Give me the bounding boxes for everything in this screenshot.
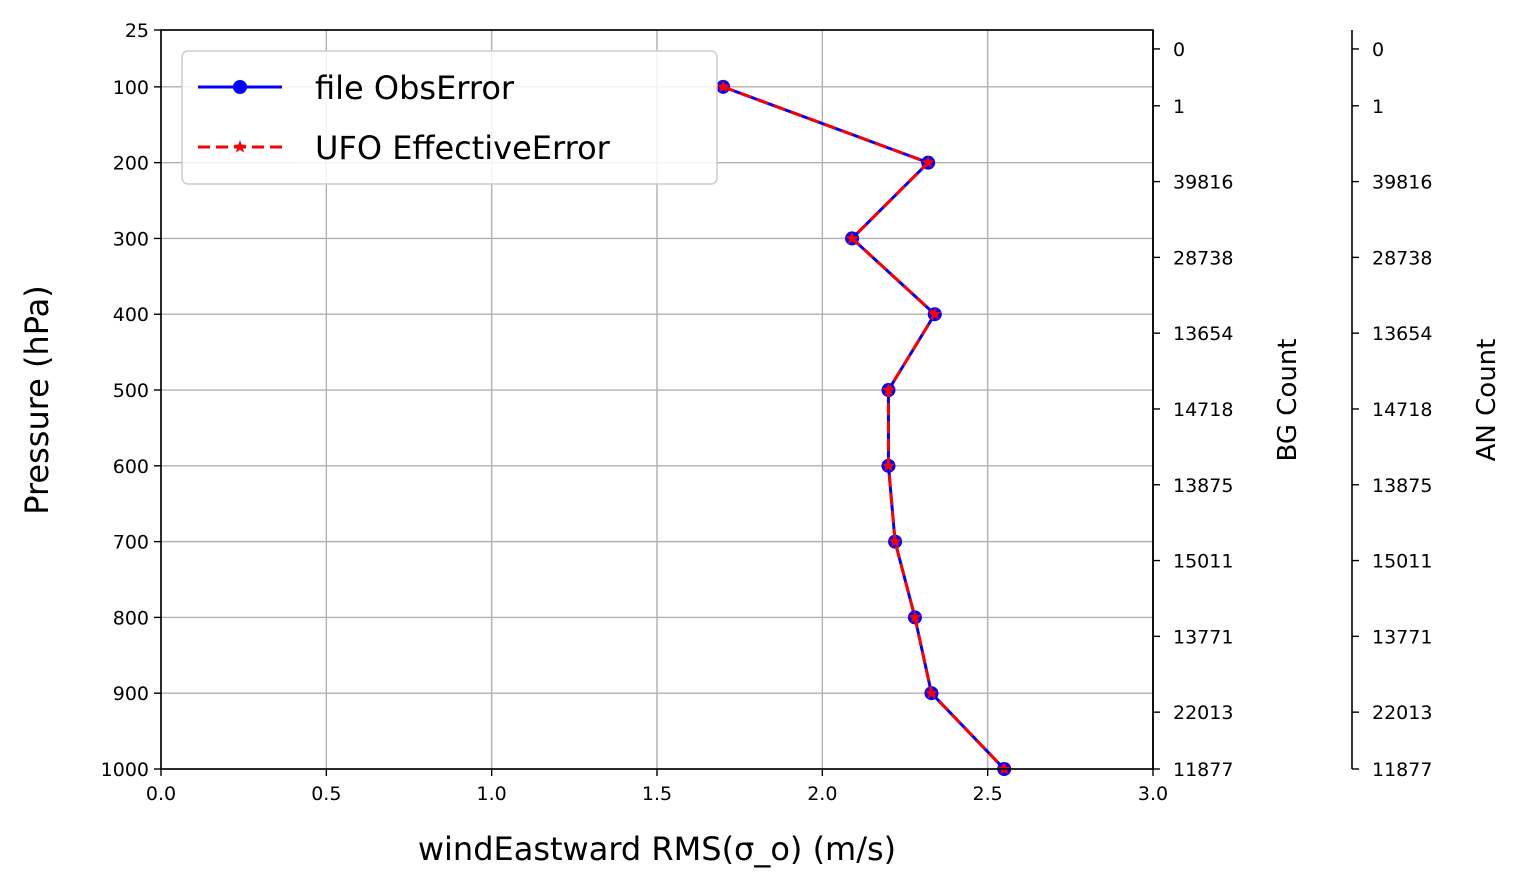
- count-tick-label: 22013: [1173, 702, 1233, 724]
- count-tick-label: 14718: [1372, 399, 1432, 421]
- y-tick-label: 100: [113, 77, 149, 99]
- series-layer: [716, 79, 1012, 776]
- count-tick-label: 13654: [1372, 323, 1432, 345]
- y-tick-label: 25: [125, 20, 149, 42]
- x-tick-label: 2.5: [973, 783, 1003, 805]
- count-tick-label: 11877: [1173, 759, 1233, 781]
- y-tick-label: 500: [113, 380, 149, 402]
- x-tick-label: 2.0: [807, 783, 837, 805]
- count-tick-label: 0: [1372, 39, 1384, 61]
- y-tick-label: 200: [113, 153, 149, 175]
- data-point: [881, 383, 896, 396]
- count-tick-label: 13771: [1173, 626, 1233, 648]
- legend-marker-effectiveerror: [233, 140, 247, 153]
- data-point: [908, 610, 922, 624]
- x-tick-label: 1.0: [477, 783, 507, 805]
- an-axis-title: AN Count: [1472, 339, 1502, 462]
- y-tick-label: 1000: [101, 759, 149, 781]
- bg-count-axis: 0 1 39816 28738 13654 14718 13875 15011 13771 220…: [1152, 30, 1233, 781]
- count-tick-label: 11877: [1372, 759, 1432, 781]
- an-count-axis: 0 1 39816 28738 13654 14718 13875 15011 13771 220…: [1351, 30, 1432, 781]
- count-tick-label: 0: [1173, 39, 1185, 61]
- data-point: [921, 155, 935, 169]
- count-tick-label: 13875: [1372, 475, 1432, 497]
- legend-label-obserror: file ObsError: [315, 69, 515, 107]
- x-axis: 0.0 0.5 1.0 1.5 2.0 2.5 3.0: [146, 769, 1168, 805]
- x-tick-label: 0.0: [146, 783, 176, 805]
- count-tick-label: 15011: [1372, 551, 1432, 573]
- bg-axis-title: BG Count: [1273, 338, 1303, 461]
- y-axis-title: Pressure (hPa): [18, 285, 56, 515]
- count-tick-label: 1: [1173, 96, 1185, 118]
- count-tick-label: 28738: [1372, 247, 1432, 269]
- y-tick-label: 700: [113, 532, 149, 554]
- legend-box: [181, 50, 718, 185]
- y-tick-label: 300: [113, 228, 149, 250]
- y-tick-label: 800: [113, 607, 149, 629]
- series-line: [722, 85, 1006, 771]
- count-tick-label: 14718: [1173, 399, 1233, 421]
- data-point: [881, 458, 896, 472]
- data-point: [928, 307, 942, 320]
- count-tick-label: 13875: [1173, 475, 1233, 497]
- data-point: [924, 686, 939, 699]
- count-tick-label: 39816: [1372, 172, 1432, 194]
- x-tick-label: 3.0: [1138, 783, 1168, 805]
- count-tick-label: 28738: [1173, 247, 1233, 269]
- y-tick-label: 900: [113, 683, 149, 705]
- data-point: [845, 231, 859, 245]
- x-axis-title: windEastward RMS(σ_o) (m/s): [418, 830, 896, 868]
- data-point: [888, 534, 902, 548]
- legend-label-effectiveerror: UFO EffectiveError: [315, 129, 611, 167]
- count-tick-label: 15011: [1173, 551, 1233, 573]
- y-tick-label: 400: [113, 304, 149, 326]
- count-tick-label: 39816: [1173, 172, 1233, 194]
- count-tick-label: 13654: [1173, 323, 1233, 345]
- data-point: [716, 79, 730, 93]
- legend-marker-obserror: [233, 80, 247, 94]
- y-axis: 25 100 200 300 400 500 600 700 800 900 1000: [101, 20, 161, 781]
- legend: file ObsError UFO EffectiveError: [181, 50, 718, 185]
- x-tick-label: 1.5: [642, 783, 672, 805]
- y-tick-label: 600: [113, 456, 149, 478]
- count-tick-label: 22013: [1372, 702, 1432, 724]
- x-tick-label: 0.5: [311, 783, 341, 805]
- count-tick-label: 13771: [1372, 626, 1432, 648]
- count-tick-label: 1: [1372, 96, 1384, 118]
